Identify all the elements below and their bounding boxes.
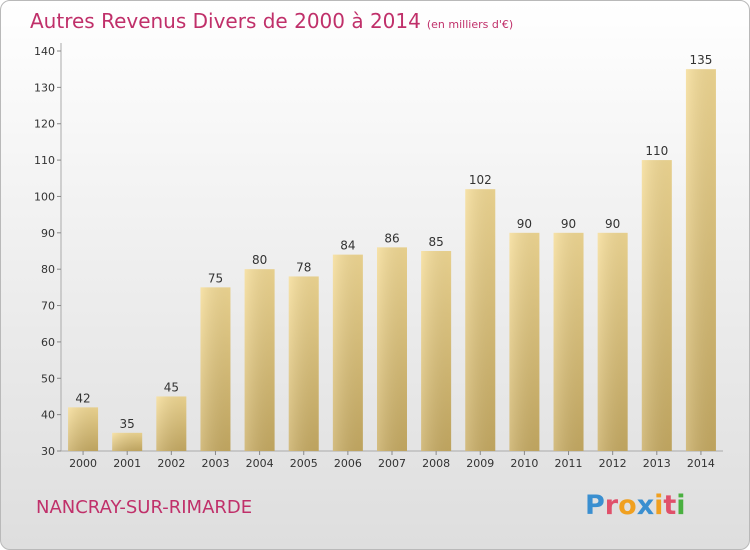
x-tick-label: 2004 [246, 457, 274, 470]
chart-subtitle: (en milliers d'€) [426, 18, 514, 31]
y-tick-label: 130 [34, 81, 55, 94]
data-label: 90 [517, 217, 532, 231]
x-tick-label: 2010 [510, 457, 538, 470]
data-label: 80 [252, 253, 267, 267]
x-tick-label: 2014 [687, 457, 715, 470]
x-tick-label: 2009 [466, 457, 494, 470]
data-label: 42 [75, 391, 90, 405]
data-label: 35 [120, 417, 135, 431]
y-tick-label: 90 [41, 227, 55, 240]
axes: 30 40 50 60 70 80 90 100 110 120 130 140 2000 2001 200… [34, 43, 723, 470]
logo-letter: r [604, 490, 619, 521]
bar-shade [156, 396, 187, 451]
place-name: NANCRAY-SUR-RIMARDE [36, 497, 253, 518]
y-tick-label: 80 [41, 263, 55, 276]
y-tick-label: 120 [34, 118, 55, 131]
logo-letter: i [676, 490, 686, 521]
x-tick-label: 2002 [157, 457, 185, 470]
data-label: 90 [561, 217, 576, 231]
bar-shade [509, 232, 540, 451]
x-tick-label: 2013 [643, 457, 671, 470]
x-tick-label: 2006 [334, 457, 362, 470]
x-tick-label: 2005 [290, 457, 318, 470]
bar-shade [112, 432, 143, 451]
y-tick-label: 40 [41, 409, 55, 422]
y-tick-label: 50 [41, 372, 55, 385]
logo-letter: x [636, 490, 655, 521]
chart-title: Autres Revenus Divers de 2000 à 2014 (en … [30, 9, 513, 33]
y-tick-label: 60 [41, 336, 55, 349]
proxiti-logo[interactable]: Proxiti [585, 490, 686, 521]
logo-letter: o [618, 490, 637, 521]
data-label: 110 [645, 144, 668, 158]
data-label: 84 [340, 239, 355, 253]
bar-shade [377, 247, 407, 451]
logo-letter: i [654, 490, 664, 521]
x-tick-label: 2011 [555, 457, 583, 470]
y-tick-label: 30 [41, 445, 55, 458]
x-tick-label: 2003 [201, 457, 229, 470]
x-tick-label: 2012 [599, 457, 627, 470]
x-tick-label: 2007 [378, 457, 406, 470]
y-tick-label: 70 [41, 300, 55, 313]
bar-shade [641, 160, 672, 451]
x-tick-label: 2008 [422, 457, 450, 470]
data-label: 135 [689, 53, 712, 67]
bar-shade [597, 232, 628, 451]
bar-shade [421, 251, 452, 451]
chart-title-text: Autres Revenus Divers de 2000 à 2014 [30, 9, 421, 33]
bar-shade [685, 69, 716, 451]
y-tick-label: 100 [34, 190, 55, 203]
data-label: 90 [605, 217, 620, 231]
data-label: 75 [208, 271, 223, 285]
bars: 42 35 45 75 80 78 84 86 85 102 90 90 90 110 135 [68, 53, 716, 451]
logo-letter: P [585, 490, 605, 521]
bar-shade [200, 287, 231, 451]
data-label: 45 [164, 380, 179, 394]
bar-shade [288, 276, 319, 451]
x-tick-label: 2000 [69, 457, 97, 470]
bar-shade [244, 269, 275, 451]
data-label: 85 [428, 235, 443, 249]
logo-letter: t [663, 490, 677, 521]
bar-shade [332, 254, 363, 451]
bar-shade [68, 407, 99, 451]
x-tick-label: 2001 [113, 457, 141, 470]
bar-shade [553, 232, 584, 451]
data-label: 86 [384, 231, 399, 245]
y-tick-label: 110 [34, 154, 55, 167]
data-label: 102 [469, 173, 492, 187]
data-label: 78 [296, 260, 311, 274]
y-tick-label: 140 [34, 45, 55, 58]
bar-shade [465, 189, 496, 451]
